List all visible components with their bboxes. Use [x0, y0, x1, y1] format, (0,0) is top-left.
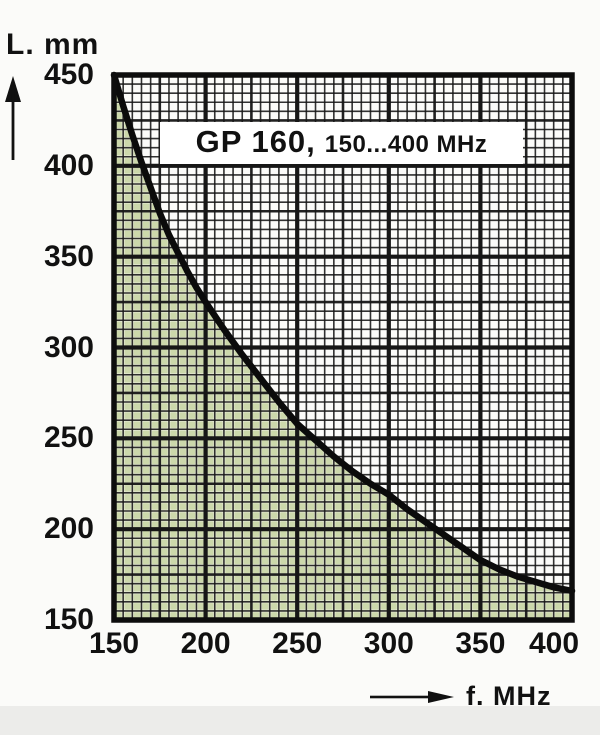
x-tick-label: 200 [180, 627, 231, 660]
y-tick-label: 450 [43, 58, 94, 91]
right-arrow-icon [370, 691, 454, 703]
y-tick-label: 150 [43, 603, 94, 636]
x-tick-label: 400 [528, 627, 580, 660]
plot-border [111, 72, 575, 623]
x-tick-label: 300 [363, 627, 414, 660]
y-tick-label: 200 [43, 512, 94, 546]
x-axis-label: f. MHz [466, 681, 552, 711]
title-frequency-range: 150...400 MHz [324, 131, 488, 158]
x-tick-label: 350 [455, 627, 506, 660]
length-frequency-curve [110, 71, 576, 595]
title-box-background [160, 122, 523, 164]
y-tick-label: 300 [43, 330, 94, 364]
y-axis-label: L. mm [6, 28, 100, 61]
bottom-band [0, 706, 600, 735]
title-model: GP 160, [195, 124, 316, 159]
y-tick-label: 350 [43, 239, 94, 273]
y-tick-label: 400 [43, 148, 94, 182]
y-tick-label: 250 [43, 421, 94, 455]
grid-lines-group [114, 75, 572, 620]
up-arrow-icon [5, 76, 21, 160]
x-tick-label: 150 [88, 627, 140, 660]
title-box: GP 160, 150...400 MHz [160, 122, 523, 164]
x-tick-label: 250 [272, 627, 323, 660]
